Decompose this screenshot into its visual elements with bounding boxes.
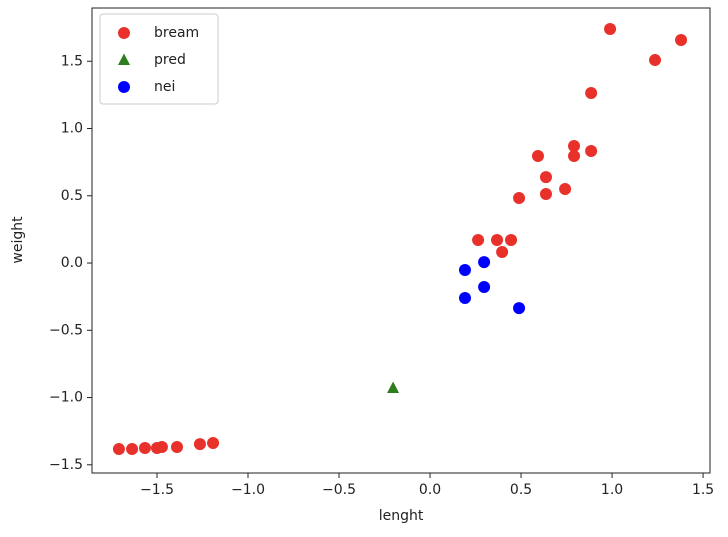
point [138,441,151,454]
x-tick-label: 0.0 [419,482,441,498]
point [559,183,572,196]
legend-marker [118,81,130,93]
x-tick-label: 1.5 [692,482,714,498]
point [505,234,518,247]
point [604,22,617,35]
point [155,441,168,454]
point [478,280,491,293]
point [531,149,544,162]
legend-box [99,13,219,105]
y-tick-label: −1.5 [49,457,83,473]
point [472,234,485,247]
y-tick-label: 0.0 [61,255,83,271]
point [539,188,552,201]
legend-marker [118,27,130,39]
point [649,54,662,67]
y-axis-label: weight [10,216,26,264]
x-axis-label: lenght [379,508,424,524]
y-tick-label: 0.5 [61,188,83,204]
point [539,171,552,184]
point [675,34,688,47]
point [491,234,504,247]
y-tick-label: −1.0 [49,390,83,406]
legend-label: nei [154,79,175,95]
x-tick-label: −0.5 [322,482,356,498]
point [513,192,526,205]
y-tick-label: −0.5 [49,322,83,338]
axes-frame [91,7,711,474]
x-tick-label: 1.0 [601,482,623,498]
x-tick-label: 0.5 [510,482,532,498]
point [585,144,598,157]
x-tick-label: −1.0 [231,482,265,498]
point [458,292,471,305]
point [478,256,491,269]
point [126,443,139,456]
y-tick-label: 1.5 [61,53,83,69]
point [387,381,400,393]
x-tick-label: −1.5 [140,482,174,498]
point [568,149,581,162]
point [585,87,598,100]
point [496,246,509,259]
point [458,264,471,277]
point [193,438,206,451]
legend-marker [118,53,130,65]
point [171,441,184,454]
point [207,437,220,450]
point [112,443,125,456]
point [513,302,526,315]
y-tick-label: 1.0 [61,121,83,137]
legend-label: bream [154,25,199,41]
legend-label: pred [154,52,186,68]
point [568,140,581,153]
